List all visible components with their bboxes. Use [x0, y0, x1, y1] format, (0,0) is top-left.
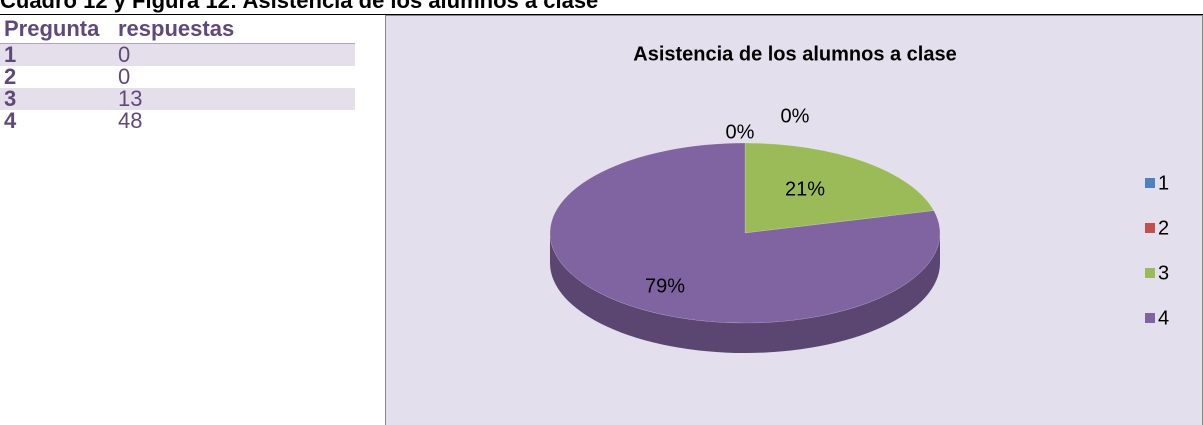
legend-label: 3 — [1158, 262, 1169, 284]
table-cell: 3 — [0, 88, 114, 110]
chart: Asistencia de los alumnos a clase 0%0%21… — [385, 15, 1203, 425]
value-label: 0% — [726, 121, 755, 143]
slice — [549, 142, 941, 324]
legend-label: 1 — [1158, 172, 1169, 194]
header-cell: respuestas — [114, 15, 355, 44]
legend-swatch — [1145, 268, 1155, 278]
legend-label: 4 — [1158, 307, 1169, 329]
slice — [744, 142, 935, 234]
legend-swatch — [1145, 223, 1155, 233]
header-row: Pregunta respuestas — [0, 15, 355, 44]
slice-side — [550, 233, 940, 353]
heading: Cuadro 12 y Figura 12: Asistencia de los… — [0, 0, 1203, 15]
header-cell: Pregunta — [0, 15, 114, 44]
table-cell: 0 — [114, 43, 355, 66]
legend-label: 2 — [1158, 217, 1169, 239]
table-cell: 2 — [4, 64, 17, 89]
value-label: 21% — [785, 178, 825, 200]
table-cell: 48 — [118, 108, 143, 133]
legend-swatch — [1145, 178, 1155, 188]
table-row: 3 13 — [0, 88, 355, 110]
data-table: Pregunta respuestas 1 0 2 0 3 13 4 48 — [0, 15, 355, 132]
legend-swatch — [1145, 313, 1155, 323]
table-cell: 1 — [0, 43, 114, 66]
table-cell: 4 — [4, 108, 17, 133]
value-label: 79% — [645, 275, 685, 297]
table-row: 4 48 — [0, 110, 355, 132]
value-label: 0% — [781, 105, 810, 127]
table-cell: 0 — [118, 64, 131, 89]
chart-title: Asistencia de los alumnos a clase — [633, 43, 956, 65]
table-cell: 13 — [114, 88, 355, 110]
